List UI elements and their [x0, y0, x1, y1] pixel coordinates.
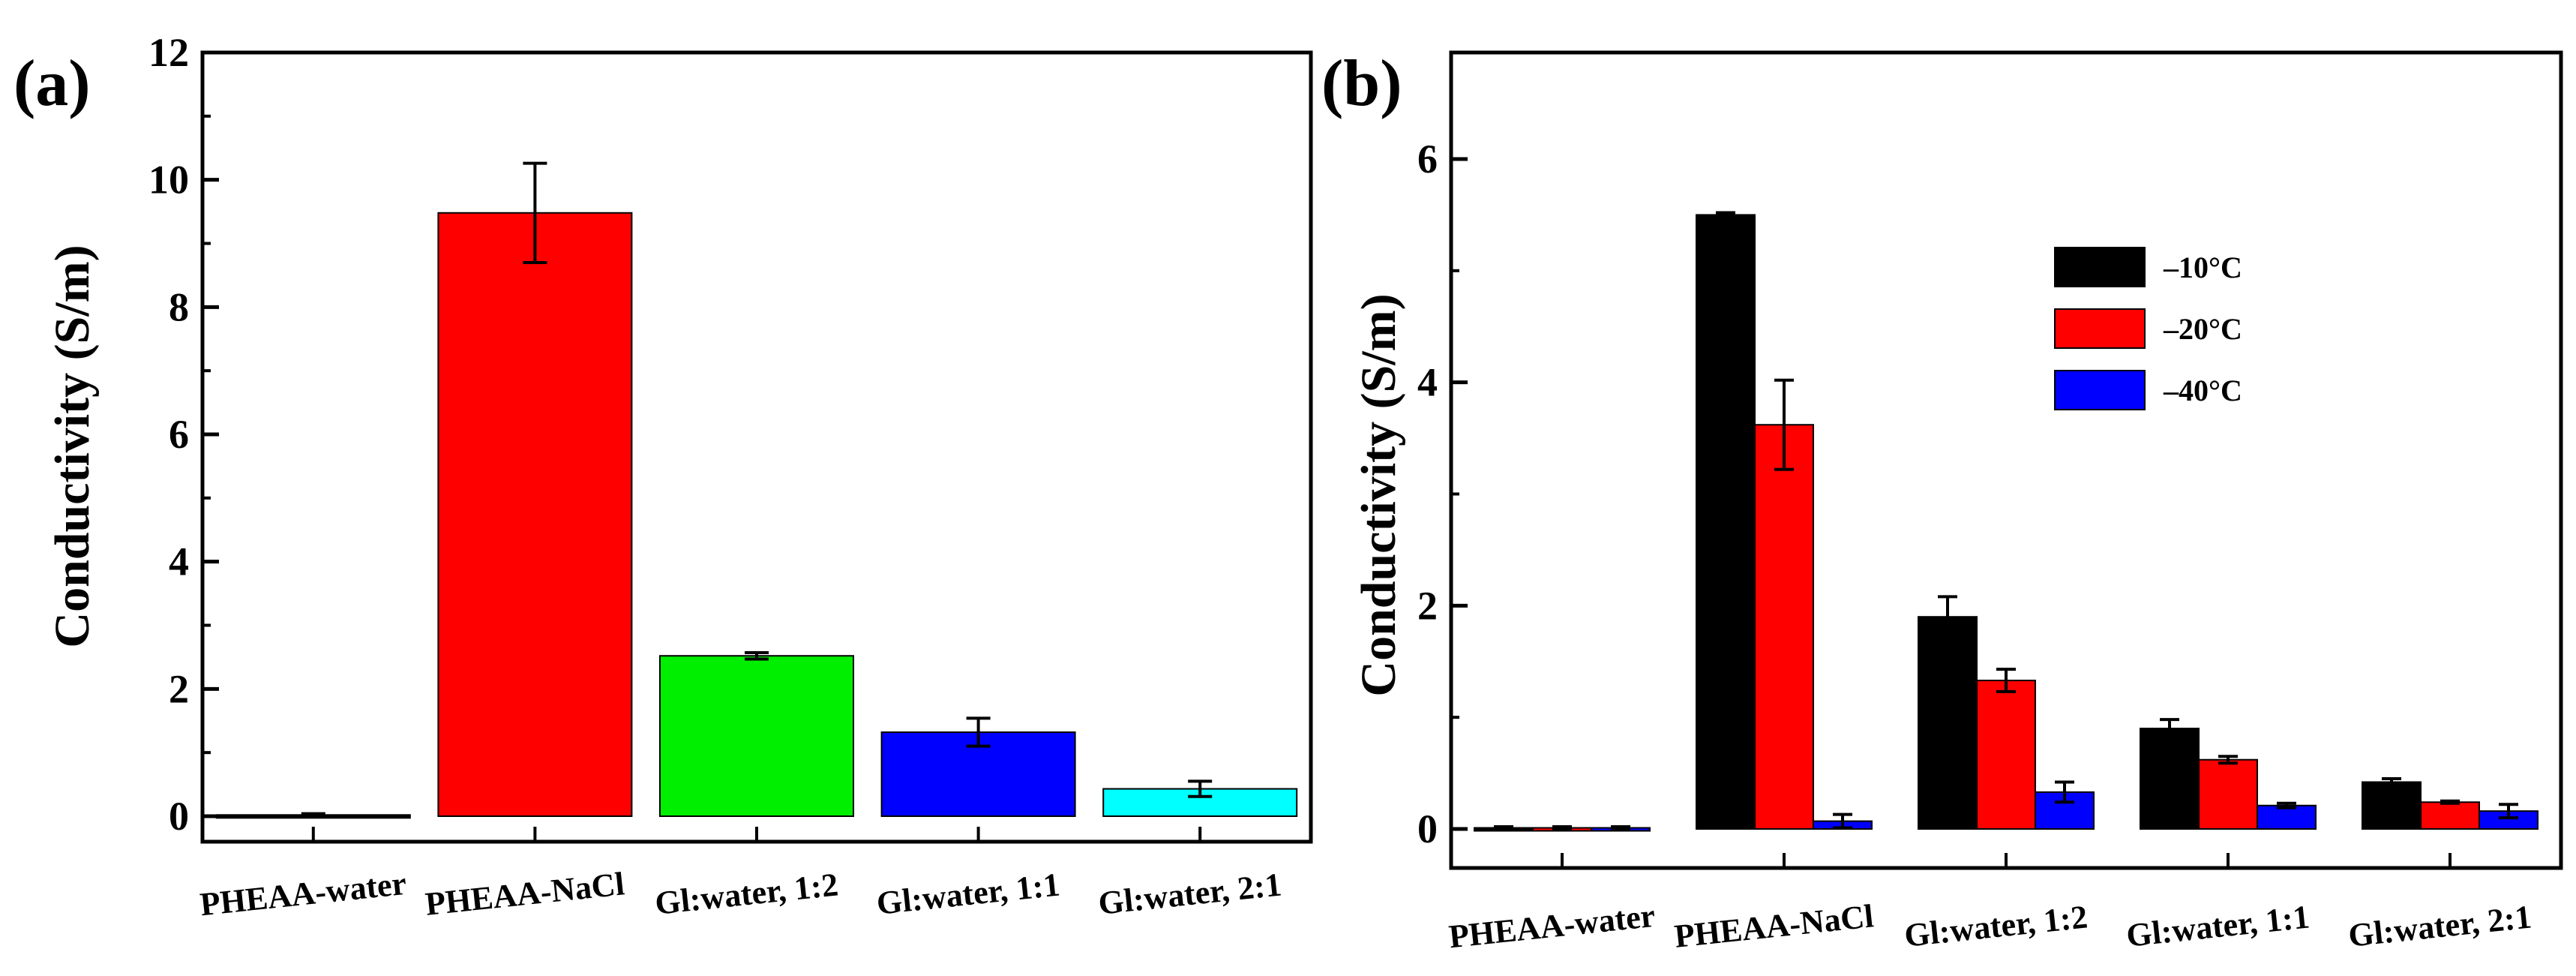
panel-b-bar [1696, 214, 1756, 830]
panel-b-bar [2257, 804, 2317, 830]
panel-a-bar [659, 655, 854, 817]
panel-b-legend: –10°C –20°C –40°C [2054, 247, 2242, 410]
panel-a-y-axis-title: Conductivity (S/m) [45, 245, 100, 647]
panel-a-plot-area: 0 2 4 6 8 10 12 PHEAA-water PHEAA-NaCl Gl:water, … [148, 30, 1313, 923]
panel-a: (a) Conductivity (S/m) 0 2 4 6 8 10 12 PHEAA-wa… [13, 30, 1313, 923]
panel-a-x-tick-label: PHEAA-water [198, 865, 408, 923]
panel-b: (b) Conductivity (S/m) 0 2 4 6 PHEAA-water PH… [1321, 47, 2563, 956]
panel-a-x-tick-label: Gl:water, 1:1 [875, 866, 1062, 921]
panel-b-bar [2140, 728, 2200, 830]
panel-b-legend-label: –10°C [2163, 251, 2242, 284]
panel-a-x-tick-label: PHEAA-NaCl [424, 865, 626, 923]
panel-b-x-tick-label: Gl:water, 2:1 [2347, 898, 2533, 953]
panel-a-y-tick-label: 6 [169, 412, 189, 457]
panel-b-y-tick-label: 2 [1417, 583, 1438, 628]
panel-a-x-tick-label: Gl:water, 1:2 [653, 866, 840, 921]
panel-a-y-tick-label: 12 [148, 30, 189, 75]
panel-a-y-tick-label: 2 [169, 666, 189, 711]
panel-a-y-tick-label: 4 [169, 539, 189, 584]
panel-b-y-tick-label: 4 [1417, 360, 1438, 405]
panel-b-y-axis-title: Conductivity (S/m) [1351, 293, 1406, 696]
panel-b-y-tick-label: 0 [1417, 806, 1438, 851]
panel-a-y-tick-label: 8 [169, 284, 189, 329]
panel-b-bar [1976, 680, 2036, 830]
panel-b-bar [1754, 424, 1814, 830]
panel-a-y-tick-label: 0 [169, 794, 189, 839]
panel-b-x-tick-label: PHEAA-NaCl [1672, 897, 1875, 955]
panel-a-bar [437, 212, 633, 817]
panel-b-x-tick-label: PHEAA-water [1447, 897, 1657, 956]
panel-b-bar [2420, 801, 2480, 830]
panel-b-bar [1918, 616, 1978, 830]
panel-b-bar [2362, 781, 2422, 830]
panel-a-label: (a) [13, 47, 91, 120]
panel-b-label: (b) [1321, 47, 1402, 120]
panel-a-y-tick-label: 10 [148, 158, 189, 203]
panel-b-legend-swatch [2054, 370, 2146, 410]
panel-b-legend-label: –20°C [2163, 312, 2242, 346]
panel-b-plot-area: 0 2 4 6 PHEAA-water PHEAA-NaCl Gl:water, 1:2 Gl… [1417, 50, 2563, 956]
panel-b-y-tick-label: 6 [1417, 137, 1438, 182]
panel-b-legend-swatch [2054, 247, 2146, 287]
panel-b-bar [2198, 758, 2258, 830]
panel-b-legend-swatch [2054, 308, 2146, 349]
panel-b-x-tick-label: Gl:water, 1:1 [2125, 898, 2311, 953]
panel-a-x-tick-label: Gl:water, 2:1 [1096, 866, 1283, 921]
panel-b-x-tick-label: Gl:water, 1:2 [1903, 898, 2089, 953]
panel-b-legend-label: –40°C [2163, 374, 2242, 407]
